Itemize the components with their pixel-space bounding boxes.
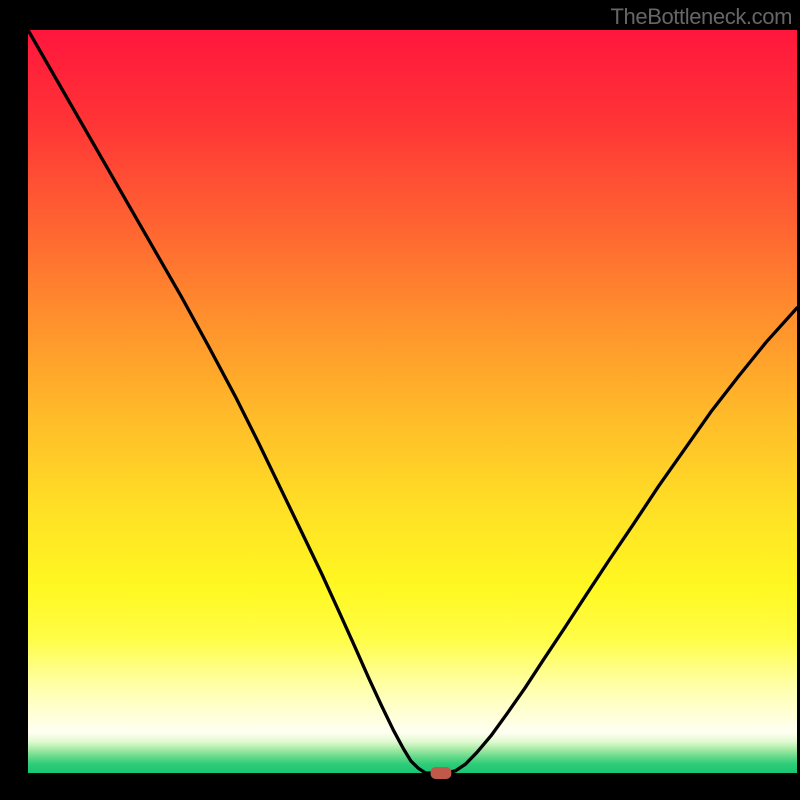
minimum-marker [431,767,452,779]
chart-svg [0,0,800,800]
bottleneck-chart: TheBottleneck.com [0,0,800,800]
watermark-text: TheBottleneck.com [610,4,792,30]
plot-background [28,30,797,773]
